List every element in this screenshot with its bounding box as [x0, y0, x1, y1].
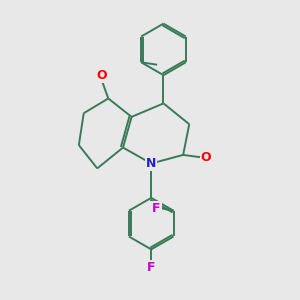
Text: N: N [146, 157, 156, 170]
Text: F: F [152, 202, 160, 215]
Text: O: O [201, 151, 211, 164]
Text: F: F [147, 260, 155, 274]
Text: O: O [97, 69, 107, 82]
